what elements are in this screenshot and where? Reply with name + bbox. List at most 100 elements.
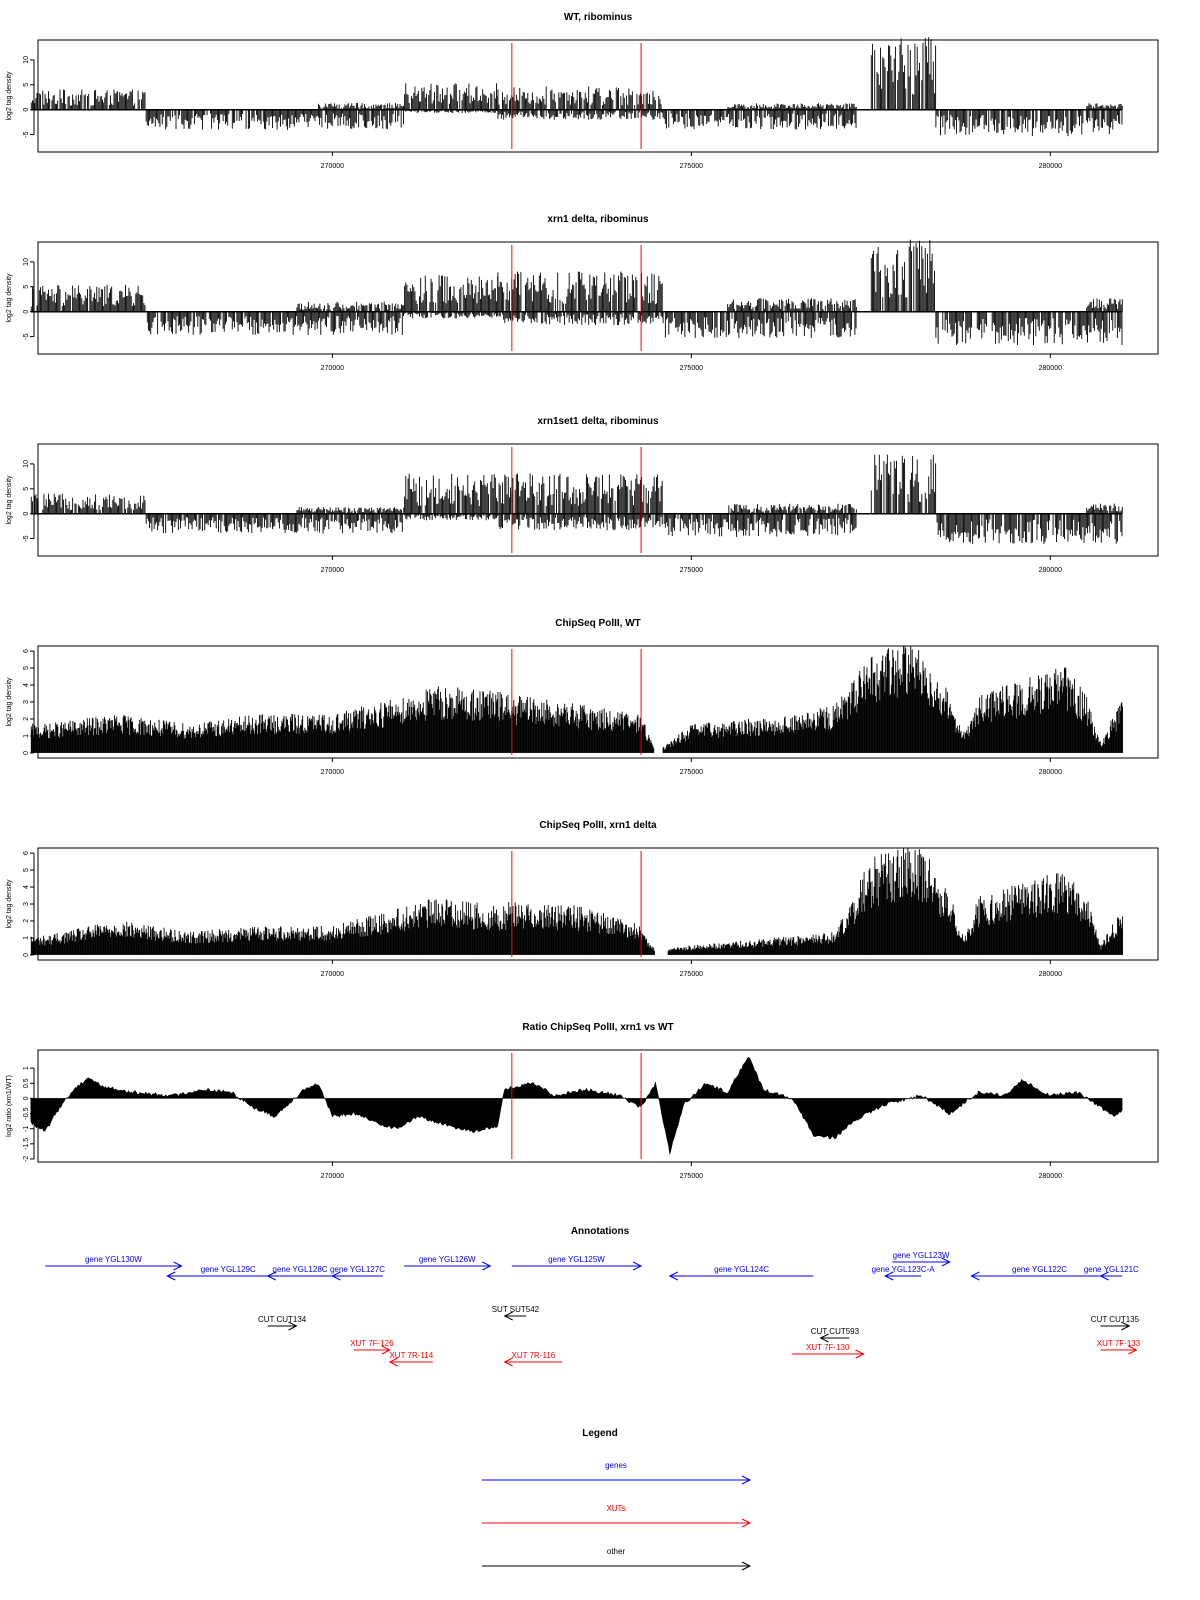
bar — [1105, 506, 1107, 514]
bar — [620, 311, 622, 315]
bar — [56, 723, 58, 753]
bar — [761, 107, 763, 110]
bar — [612, 722, 614, 753]
bar — [486, 696, 487, 753]
bar — [451, 95, 453, 110]
bar — [582, 311, 584, 318]
bar — [44, 291, 46, 312]
bar — [735, 730, 737, 753]
bar — [483, 295, 485, 312]
bar — [69, 105, 71, 110]
bar — [832, 109, 834, 127]
bar — [765, 730, 767, 753]
bar — [566, 296, 568, 312]
bar — [442, 701, 444, 753]
bar — [331, 311, 333, 332]
bar — [450, 93, 451, 110]
bar — [339, 513, 341, 530]
bar — [747, 311, 749, 317]
bar — [806, 513, 808, 532]
bar — [123, 715, 125, 753]
bar — [746, 302, 748, 312]
bar — [1065, 109, 1067, 117]
bar — [363, 707, 365, 753]
bar — [277, 716, 278, 753]
y-tick-label: 10 — [23, 258, 30, 266]
bar — [878, 454, 880, 514]
bar — [673, 740, 675, 753]
bar — [598, 88, 600, 110]
bar — [530, 109, 532, 114]
bar — [372, 510, 374, 514]
bar — [851, 507, 853, 514]
bar — [1110, 104, 1112, 110]
bar — [805, 719, 807, 753]
bar — [599, 311, 601, 323]
bar — [1059, 109, 1061, 128]
bar — [877, 684, 879, 753]
bar — [1095, 513, 1097, 543]
bar — [149, 513, 151, 529]
bar — [546, 513, 548, 520]
bar — [1064, 513, 1065, 540]
bar — [811, 728, 813, 753]
bar — [430, 311, 432, 318]
bar — [466, 311, 468, 318]
bar — [494, 311, 496, 314]
bar — [614, 290, 616, 312]
bar — [399, 308, 401, 312]
bar — [587, 727, 589, 753]
bar — [1043, 513, 1045, 544]
bar — [598, 477, 600, 514]
bar — [221, 723, 223, 753]
bar — [288, 109, 290, 119]
bar — [843, 704, 845, 753]
bar — [899, 481, 901, 514]
bar — [614, 311, 616, 315]
bar — [605, 311, 607, 324]
bar — [613, 726, 614, 753]
bar — [463, 311, 465, 316]
bar — [880, 480, 881, 514]
bar — [434, 513, 435, 517]
bar — [952, 311, 954, 336]
bar — [180, 734, 182, 753]
bar — [889, 297, 891, 312]
bar — [630, 480, 632, 514]
bar — [1082, 109, 1084, 124]
bar — [326, 724, 328, 753]
bar — [757, 106, 758, 110]
bar — [463, 91, 465, 110]
bar — [371, 507, 373, 514]
bar — [529, 697, 531, 753]
bar — [581, 109, 583, 114]
bar — [866, 667, 868, 753]
bar — [577, 728, 579, 753]
bar — [1027, 311, 1029, 325]
bar — [468, 311, 470, 317]
bar — [482, 89, 484, 110]
bar — [808, 109, 810, 121]
bar — [342, 511, 344, 514]
bar — [729, 107, 731, 110]
bar — [949, 311, 951, 324]
bar — [922, 258, 924, 312]
bar — [238, 311, 240, 325]
bar — [767, 510, 769, 514]
bar — [421, 486, 423, 514]
bar — [129, 504, 131, 514]
bar — [710, 109, 712, 115]
bar — [600, 713, 602, 753]
bar — [241, 513, 242, 533]
bar — [568, 94, 570, 110]
bar — [1060, 311, 1062, 335]
bar — [119, 498, 121, 514]
bar — [643, 724, 645, 753]
bar — [1089, 302, 1091, 312]
bar — [317, 308, 319, 312]
bar — [486, 513, 488, 518]
bar — [263, 729, 265, 753]
bar — [615, 723, 617, 753]
bar — [621, 711, 623, 753]
bar — [396, 508, 398, 514]
